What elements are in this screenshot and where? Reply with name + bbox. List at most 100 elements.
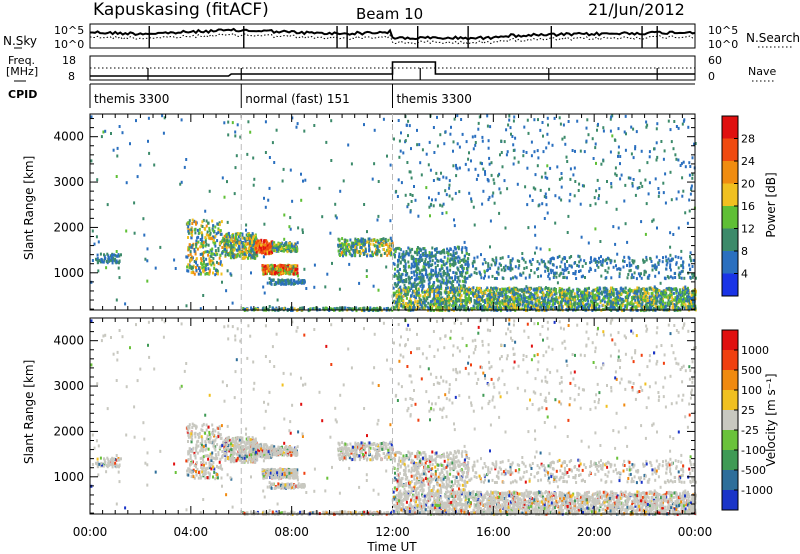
power-cell	[385, 265, 388, 269]
power-cell	[534, 251, 536, 255]
power-cell	[103, 253, 105, 257]
power-cell	[369, 254, 372, 258]
power-cell	[118, 261, 120, 265]
power-cell	[546, 305, 549, 309]
power-cell	[257, 239, 260, 243]
power-cell	[373, 251, 376, 255]
power-cell	[613, 259, 616, 263]
power-cell	[450, 289, 452, 293]
power-cell	[680, 296, 683, 300]
power-cell	[548, 290, 551, 294]
power-cell	[585, 294, 588, 298]
power-cell	[474, 289, 477, 293]
power-cell	[227, 133, 230, 137]
power-cell	[359, 243, 362, 247]
power-cell	[620, 301, 623, 305]
power-cell	[376, 238, 379, 242]
power-cell	[292, 272, 295, 276]
power-cell	[580, 275, 583, 279]
power-cell	[610, 276, 613, 280]
power-cell	[368, 244, 370, 248]
power-cell	[666, 275, 669, 279]
power-cell	[301, 231, 304, 234]
power-cell	[406, 161, 409, 164]
power-cell	[295, 247, 298, 251]
power-cell	[118, 125, 121, 128]
power-cell	[675, 304, 678, 307]
power-cell	[416, 282, 419, 286]
cpid-label: CPID	[8, 88, 37, 101]
power-cell	[576, 291, 579, 294]
power-cell	[516, 259, 519, 263]
power-cell	[556, 281, 559, 285]
power-cell	[407, 246, 410, 250]
power-cell	[420, 298, 423, 302]
power-cell	[675, 262, 678, 266]
power-cell	[653, 285, 656, 289]
power-cell	[664, 172, 667, 176]
power-cell	[432, 297, 435, 300]
power-cell	[220, 272, 223, 276]
power-cell	[598, 292, 601, 296]
power-cell	[303, 267, 306, 271]
power-cell	[449, 132, 452, 136]
power-cell	[229, 253, 232, 257]
power-cell	[606, 292, 609, 296]
power-cell	[191, 244, 194, 247]
power-cell	[507, 255, 510, 259]
power-cell	[258, 245, 261, 249]
power-cell	[552, 303, 555, 307]
power-cell	[194, 220, 197, 224]
power-cell	[454, 275, 457, 279]
power-cell	[598, 256, 600, 260]
power-cell	[401, 252, 404, 256]
power-cell	[428, 307, 430, 310]
power-cell	[465, 252, 468, 256]
power-cell	[244, 243, 247, 246]
noise-panel-frame	[89, 23, 696, 49]
power-cell	[274, 268, 277, 272]
power-cell	[462, 269, 465, 273]
power-cell	[536, 306, 539, 310]
power-cell	[618, 298, 621, 302]
power-cell	[275, 270, 277, 274]
power-cell	[337, 243, 340, 247]
power-cell	[200, 261, 203, 265]
noise-spikes	[148, 26, 658, 48]
power-cell	[291, 244, 293, 248]
power-cell	[344, 242, 346, 246]
power-cell	[289, 246, 292, 250]
power-cell	[258, 250, 261, 254]
power-cell	[188, 243, 191, 247]
power-cell	[457, 275, 460, 279]
power-cell	[148, 151, 151, 155]
power-cell	[649, 286, 651, 290]
power-cell	[301, 281, 303, 284]
power-cell	[180, 118, 183, 122]
power-cell	[671, 257, 674, 261]
power-cell	[586, 287, 589, 291]
power-cell	[644, 270, 647, 274]
power-cell	[208, 271, 211, 275]
power-cell	[682, 260, 685, 264]
power-cell	[428, 281, 431, 285]
power-cell	[231, 233, 234, 237]
power-cell	[681, 194, 684, 198]
power-cell	[582, 291, 584, 295]
power-cell	[587, 241, 590, 245]
power-cell	[207, 253, 210, 257]
power-cell	[467, 294, 470, 298]
power-cell	[189, 265, 192, 268]
power-cell	[431, 259, 434, 263]
power-cell	[466, 262, 469, 266]
power-cell	[644, 178, 647, 182]
power-cell	[202, 251, 205, 255]
power-cell	[522, 293, 525, 297]
power-cell	[283, 247, 285, 251]
power-cell	[364, 249, 367, 253]
power-cell	[260, 243, 263, 247]
power-cell	[252, 243, 255, 247]
power-cell	[670, 290, 673, 294]
power-cell	[363, 252, 366, 256]
power-cell	[268, 186, 271, 190]
